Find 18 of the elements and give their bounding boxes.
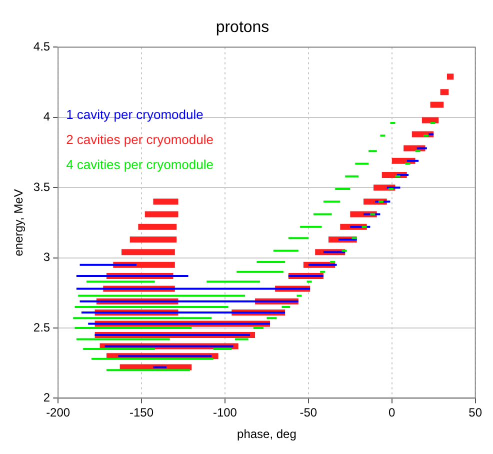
x-tick-label: -200 [46, 406, 70, 420]
y-tick-label: 2 [43, 390, 50, 405]
y-tick-label: 3 [43, 250, 50, 264]
x-tick-label: 0 [388, 406, 396, 420]
x-tick-label: 50 [468, 406, 482, 420]
text: 4 cavities per cryomodule [66, 156, 214, 172]
x-tick-label: -100 [212, 406, 238, 420]
x-axis-title: phase, deg [237, 427, 296, 442]
x-tick-label: -50 [300, 406, 318, 420]
y-tick-label: 3.5 [33, 180, 50, 194]
text: 2 cavities per cryomodule [66, 132, 214, 147]
text: 1 cavity per cryomodule [66, 106, 204, 122]
y-tick-label: 4.5 [33, 40, 50, 54]
y-axis-title: energy, MeV [12, 189, 26, 256]
chart-title: protons [216, 19, 270, 36]
y-tick-label: 4 [43, 110, 50, 124]
x-tick-label: -150 [130, 406, 154, 420]
y-tick-label: 2.5 [33, 320, 50, 334]
